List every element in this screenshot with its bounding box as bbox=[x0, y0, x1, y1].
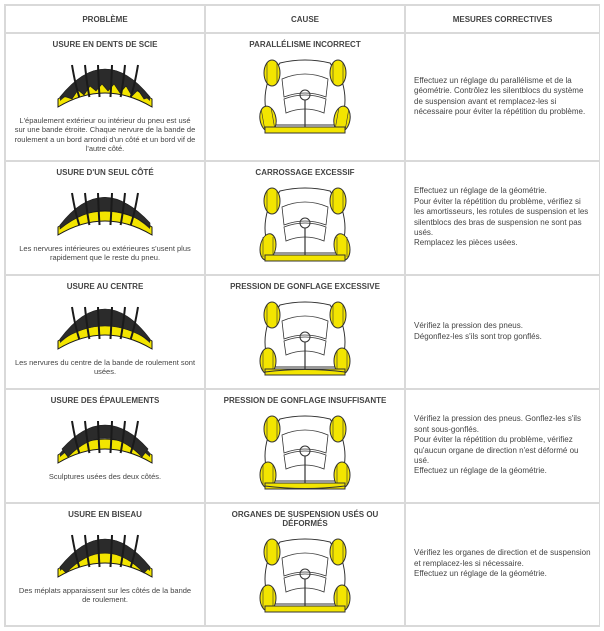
measure-cell: Effectuez un réglage du parallélisme et … bbox=[405, 33, 600, 161]
car-diagram-icon bbox=[240, 181, 370, 268]
measure-cell: Vérifiez la pression des pneus.Dégonflez… bbox=[405, 275, 600, 389]
cause-title: PARALLÉLISME INCORRECT bbox=[249, 40, 360, 49]
header-label: MESURES CORRECTIVES bbox=[453, 15, 553, 24]
header-measure: MESURES CORRECTIVES bbox=[405, 5, 600, 33]
problem-description: Des méplats apparaissent sur les côtés d… bbox=[14, 586, 196, 605]
problem-title: USURE EN DENTS DE SCIE bbox=[53, 40, 158, 49]
problem-description: L'épaulement extérieur ou intérieur du p… bbox=[14, 116, 196, 154]
cause-cell: CARROSSAGE EXCESSIF bbox=[205, 161, 405, 275]
measure-cell: Vérifiez la pression des pneus. Gonflez-… bbox=[405, 389, 600, 503]
tire-wear-icon bbox=[50, 295, 160, 354]
header-problem: PROBLÈME bbox=[5, 5, 205, 33]
problem-title: USURE D'UN SEUL CÔTÉ bbox=[56, 168, 153, 177]
problem-description: Les nervures intérieures ou extérieures … bbox=[14, 244, 196, 263]
problem-description: Sculptures usées des deux côtés. bbox=[49, 472, 161, 481]
cause-title: PRESSION DE GONFLAGE EXCESSIVE bbox=[230, 282, 380, 291]
cause-cell: PARALLÉLISME INCORRECT bbox=[205, 33, 405, 161]
problem-title: USURE DES ÉPAULEMENTS bbox=[51, 396, 160, 405]
car-diagram-icon bbox=[240, 532, 370, 619]
car-diagram-icon bbox=[240, 409, 370, 496]
cause-cell: PRESSION DE GONFLAGE INSUFFISANTE bbox=[205, 389, 405, 503]
car-diagram-icon bbox=[240, 295, 370, 382]
header-label: CAUSE bbox=[291, 15, 319, 24]
cause-cell: PRESSION DE GONFLAGE EXCESSIVE bbox=[205, 275, 405, 389]
cause-title: CARROSSAGE EXCESSIF bbox=[255, 168, 354, 177]
problem-cell: USURE DES ÉPAULEMENTS Sculptures usées d… bbox=[5, 389, 205, 503]
problem-description: Les nervures du centre de la bande de ro… bbox=[14, 358, 196, 377]
problem-cell: USURE AU CENTRE Les nervures du centre d… bbox=[5, 275, 205, 389]
tire-wear-icon bbox=[50, 181, 160, 240]
problem-cell: USURE EN BISEAU Des méplats apparaissent… bbox=[5, 503, 205, 626]
tire-wear-icon bbox=[50, 523, 160, 582]
tire-wear-icon bbox=[50, 53, 160, 112]
measure-text: Vérifiez la pression des pneus. Gonflez-… bbox=[414, 414, 591, 476]
problem-cell: USURE EN DENTS DE SCIE L'épaulement exté… bbox=[5, 33, 205, 161]
problem-cell: USURE D'UN SEUL CÔTÉ Les nervures intéri… bbox=[5, 161, 205, 275]
header-cause: CAUSE bbox=[205, 5, 405, 33]
measure-text: Effectuez un réglage du parallélisme et … bbox=[414, 76, 591, 118]
wear-diagnostic-table: PROBLÈME CAUSE MESURES CORRECTIVES USURE… bbox=[4, 4, 600, 627]
measure-text: Effectuez un réglage de la géométrie.Pou… bbox=[414, 186, 591, 248]
cause-title: PRESSION DE GONFLAGE INSUFFISANTE bbox=[224, 396, 387, 405]
problem-title: USURE EN BISEAU bbox=[68, 510, 142, 519]
cause-title: ORGANES DE SUSPENSION USÉS OU DÉFORMÉS bbox=[214, 510, 396, 528]
measure-text: Vérifiez la pression des pneus.Dégonflez… bbox=[414, 321, 542, 342]
problem-title: USURE AU CENTRE bbox=[67, 282, 144, 291]
car-diagram-icon bbox=[240, 53, 370, 140]
measure-cell: Vérifiez les organes de direction et de … bbox=[405, 503, 600, 626]
measure-cell: Effectuez un réglage de la géométrie.Pou… bbox=[405, 161, 600, 275]
cause-cell: ORGANES DE SUSPENSION USÉS OU DÉFORMÉS bbox=[205, 503, 405, 626]
tire-wear-icon bbox=[50, 409, 160, 468]
header-label: PROBLÈME bbox=[82, 15, 127, 24]
measure-text: Vérifiez les organes de direction et de … bbox=[414, 548, 591, 579]
